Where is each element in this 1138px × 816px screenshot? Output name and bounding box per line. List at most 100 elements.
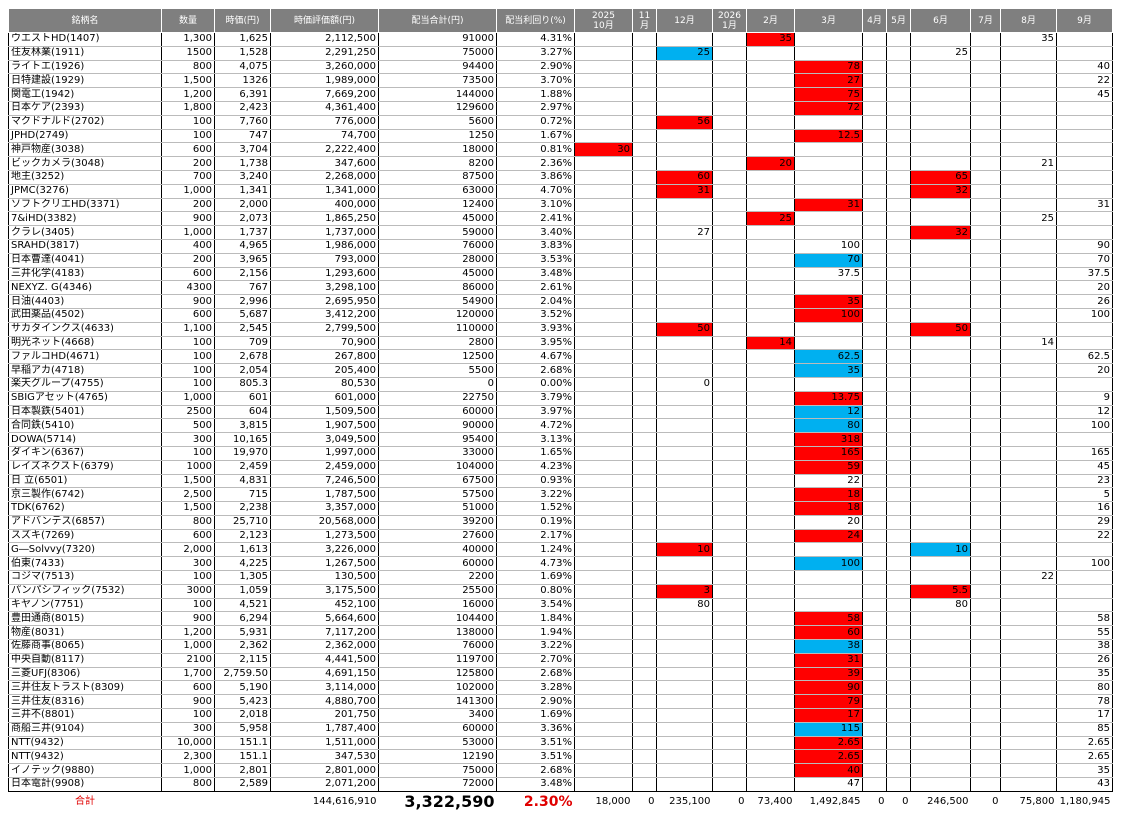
cell: 2100 bbox=[161, 653, 215, 668]
cell bbox=[574, 542, 633, 558]
cell: 120000 bbox=[378, 308, 497, 323]
cell: 3.10% bbox=[496, 198, 575, 213]
cell: 100 bbox=[161, 349, 215, 365]
cell bbox=[746, 294, 795, 309]
cell: 141300 bbox=[378, 694, 497, 710]
cell: 5 bbox=[1056, 487, 1113, 503]
cell: 1,000 bbox=[161, 763, 215, 779]
cell bbox=[970, 708, 1001, 723]
row: 日特建設(1929) 1,500 1326 1,989,000 73500 3.70% 27… bbox=[8, 73, 1113, 89]
cell: 2,073 bbox=[214, 211, 271, 227]
cell bbox=[970, 515, 1001, 530]
cell: 22 bbox=[1000, 570, 1057, 585]
cell bbox=[746, 184, 795, 199]
row: キヤノン(7751) 100 4,521 452,100 16000 3.54% 80 80 bbox=[8, 598, 1113, 613]
cell bbox=[910, 87, 971, 102]
cell: 4,691,150 bbox=[270, 667, 379, 682]
cell bbox=[970, 294, 1001, 309]
cell: 62.5 bbox=[1056, 349, 1113, 365]
cell: 90000 bbox=[378, 418, 497, 434]
cell bbox=[970, 239, 1001, 254]
cell: 5,958 bbox=[214, 722, 271, 737]
cell: 1,700 bbox=[161, 667, 215, 682]
cell bbox=[712, 708, 747, 723]
cell bbox=[1056, 156, 1113, 171]
cell bbox=[1000, 280, 1057, 296]
cell bbox=[746, 598, 795, 613]
cell: 日本電計(9908) bbox=[8, 777, 162, 792]
cell: 日本ケア(2393) bbox=[8, 101, 162, 116]
cell bbox=[910, 460, 971, 475]
cell bbox=[712, 142, 747, 158]
cell bbox=[574, 653, 633, 668]
cell: 76000 bbox=[378, 639, 497, 654]
cell: 767 bbox=[214, 280, 271, 296]
cell bbox=[746, 584, 795, 599]
cell bbox=[886, 322, 911, 337]
cell bbox=[886, 515, 911, 530]
cell bbox=[712, 377, 747, 392]
cell: 75,800 bbox=[1019, 795, 1055, 807]
cell bbox=[746, 142, 795, 158]
row: ファルコHD(4671) 100 2,678 267,800 12500 4.67% 62.… bbox=[8, 349, 1113, 365]
cell bbox=[632, 46, 657, 61]
cell bbox=[574, 115, 633, 130]
cell: 70 bbox=[794, 253, 863, 268]
cell: 138000 bbox=[378, 625, 497, 641]
cell bbox=[712, 87, 747, 102]
cell: 3.28% bbox=[496, 680, 575, 696]
cell bbox=[632, 722, 657, 737]
cell bbox=[656, 529, 713, 544]
cell: 2,695,950 bbox=[270, 294, 379, 309]
cell: 21 bbox=[1000, 156, 1057, 171]
cell: 2,799,500 bbox=[270, 322, 379, 337]
cell bbox=[656, 680, 713, 696]
cell bbox=[910, 101, 971, 116]
cell: 3,704 bbox=[214, 142, 271, 158]
cell bbox=[712, 736, 747, 751]
cell bbox=[712, 611, 747, 627]
cell: 102000 bbox=[378, 680, 497, 696]
cell: 2,500 bbox=[161, 487, 215, 503]
cell: 5500 bbox=[378, 363, 497, 378]
cell: 0.81% bbox=[496, 142, 575, 158]
cell bbox=[712, 515, 747, 530]
cell: 10,165 bbox=[214, 432, 271, 447]
cell bbox=[970, 667, 1001, 682]
cell: 2,362,000 bbox=[270, 639, 379, 654]
cell bbox=[574, 405, 633, 420]
cell bbox=[656, 625, 713, 641]
cell bbox=[910, 211, 971, 227]
cell bbox=[1000, 777, 1057, 792]
cell: 100 bbox=[161, 598, 215, 613]
cell: 7,246,500 bbox=[270, 474, 379, 489]
cell: 27 bbox=[656, 225, 713, 240]
cell bbox=[862, 308, 887, 323]
cell bbox=[970, 391, 1001, 406]
cell bbox=[1000, 142, 1057, 158]
cell bbox=[746, 115, 795, 130]
cell bbox=[794, 46, 863, 61]
cell: 600 bbox=[161, 142, 215, 158]
cell bbox=[632, 446, 657, 461]
cell bbox=[1056, 584, 1113, 599]
cell bbox=[632, 239, 657, 254]
cell: 2,156 bbox=[214, 267, 271, 282]
cell bbox=[746, 405, 795, 420]
cell bbox=[910, 363, 971, 378]
cell: 1,509,500 bbox=[270, 405, 379, 420]
cell bbox=[970, 749, 1001, 765]
cell: 1,528 bbox=[214, 46, 271, 61]
cell bbox=[862, 625, 887, 641]
cell: 100 bbox=[1056, 308, 1113, 323]
cell bbox=[910, 294, 971, 309]
cell bbox=[632, 87, 657, 102]
cell bbox=[886, 73, 911, 89]
cell: 23 bbox=[1056, 474, 1113, 489]
cell bbox=[746, 722, 795, 737]
cell bbox=[862, 349, 887, 365]
cell: コジマ(7513) bbox=[8, 570, 162, 585]
cell: 70 bbox=[1056, 253, 1113, 268]
cell: 三井不(8801) bbox=[8, 708, 162, 723]
cell bbox=[656, 763, 713, 779]
